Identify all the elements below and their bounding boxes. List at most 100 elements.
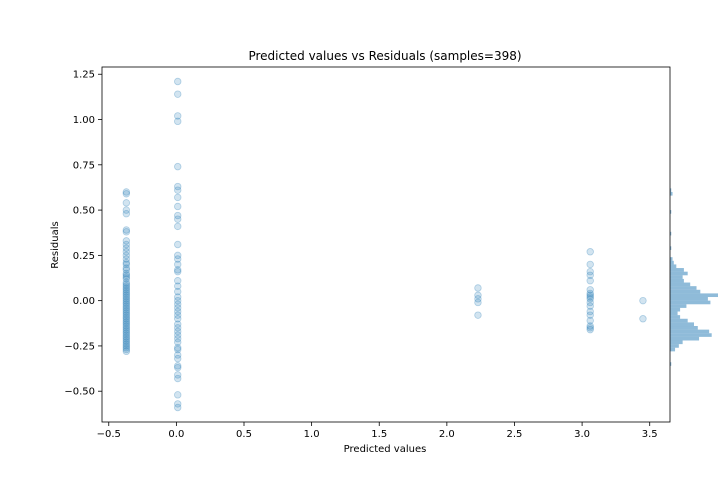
scatter-point — [174, 311, 182, 319]
scatter-point — [122, 347, 131, 356]
scatter-point — [122, 307, 131, 316]
histogram-bar — [670, 344, 679, 348]
histogram-bar — [670, 304, 687, 308]
scatter-point — [122, 266, 131, 274]
histogram-bar — [670, 322, 694, 327]
scatter-point — [474, 291, 482, 299]
histogram-bar — [670, 336, 700, 341]
scatter-point — [174, 202, 182, 211]
scatter-point — [122, 345, 131, 354]
x-tick-label: 2.5 — [507, 429, 523, 440]
scatter-point — [474, 284, 482, 292]
scatter-point — [586, 324, 594, 332]
scatter-point — [586, 325, 594, 334]
scatter-point — [174, 260, 182, 269]
scatter-point — [122, 336, 131, 345]
scatter-point — [586, 322, 594, 330]
scatter-point — [174, 255, 182, 263]
scatter-point — [174, 215, 182, 223]
scatter-point — [122, 322, 131, 330]
scatter-point — [586, 293, 594, 301]
scatter-point — [586, 267, 594, 276]
scatter-point — [122, 188, 131, 196]
scatter-point — [122, 315, 131, 323]
x-tick-label: 3.5 — [642, 429, 658, 440]
scatter-point — [474, 311, 482, 319]
scatter-point — [586, 286, 594, 294]
histogram-bar — [670, 333, 712, 337]
scatter-point — [122, 260, 131, 269]
x-tick-label: −0.5 — [97, 429, 121, 440]
scatter-point — [122, 300, 131, 308]
scatter-point — [174, 186, 182, 194]
histogram-bar — [670, 264, 677, 269]
y-tick-label: 0.50 — [73, 206, 95, 217]
scatter-point — [174, 371, 182, 379]
scatter-point — [122, 325, 131, 334]
scatter-point — [122, 287, 131, 296]
scatter-point — [122, 338, 131, 347]
scatter-point — [174, 345, 182, 354]
x-tick-label: 0.5 — [236, 429, 252, 440]
scatter-point — [174, 374, 182, 383]
scatter-point — [122, 318, 131, 327]
y-tick-label: 1.00 — [73, 115, 95, 126]
chart-title: Predicted values vs Residuals (samples=3… — [248, 49, 521, 63]
histogram-bar — [670, 282, 691, 287]
histogram-bar — [670, 188, 672, 192]
scatter-point — [174, 90, 182, 98]
y-tick-label: −0.25 — [64, 341, 95, 352]
scatter-point — [122, 258, 131, 267]
scatter-point — [122, 273, 131, 281]
scatter-point — [586, 291, 594, 299]
scatter-point — [474, 295, 482, 303]
scatter-point — [174, 324, 182, 332]
scatter-point — [174, 112, 182, 120]
scatter-point — [174, 222, 182, 231]
scatter-point — [122, 199, 131, 207]
scatter-point — [586, 271, 594, 279]
scatter-point — [174, 403, 182, 412]
histogram-bar — [670, 286, 697, 290]
plot-frame — [101, 66, 671, 423]
scatter-point — [122, 286, 131, 294]
scatter-point — [174, 282, 182, 290]
scatter-point — [174, 334, 182, 343]
histogram-bar — [670, 326, 698, 330]
scatter-point — [174, 240, 182, 249]
x-tick-label: 0.0 — [168, 429, 184, 440]
scatter-point — [174, 363, 182, 372]
scatter-point — [122, 324, 131, 332]
histogram-bar — [670, 340, 683, 345]
scatter-point — [122, 302, 131, 310]
scatter-point — [122, 282, 131, 290]
scatter-point — [122, 306, 131, 314]
scatter-point — [586, 248, 594, 256]
scatter-point — [174, 293, 182, 301]
histogram-bar — [670, 268, 684, 272]
marginal-histogram — [670, 188, 718, 366]
scatter-point — [122, 269, 131, 278]
y-axis-label: Residuals — [50, 221, 61, 268]
scatter-point — [174, 211, 182, 220]
scatter-point — [122, 226, 131, 234]
scatter-point — [174, 354, 182, 363]
histogram-bar — [670, 315, 681, 319]
scatter-point — [174, 77, 182, 86]
scatter-point — [122, 275, 131, 283]
scatter-point — [174, 296, 182, 305]
scatter-point — [122, 327, 131, 336]
scatter-point — [174, 327, 182, 336]
scatter-point — [174, 162, 182, 171]
scatter-point — [122, 251, 131, 260]
scatter-point — [174, 400, 182, 408]
scatter-point — [639, 315, 647, 323]
histogram-bar — [670, 246, 672, 250]
scatter-point — [122, 334, 131, 343]
scatter-point — [122, 206, 131, 214]
histogram-bar — [670, 297, 708, 301]
y-tick-label: 0.25 — [73, 251, 95, 262]
scatter-point — [122, 304, 131, 312]
histogram-bar — [670, 329, 710, 334]
